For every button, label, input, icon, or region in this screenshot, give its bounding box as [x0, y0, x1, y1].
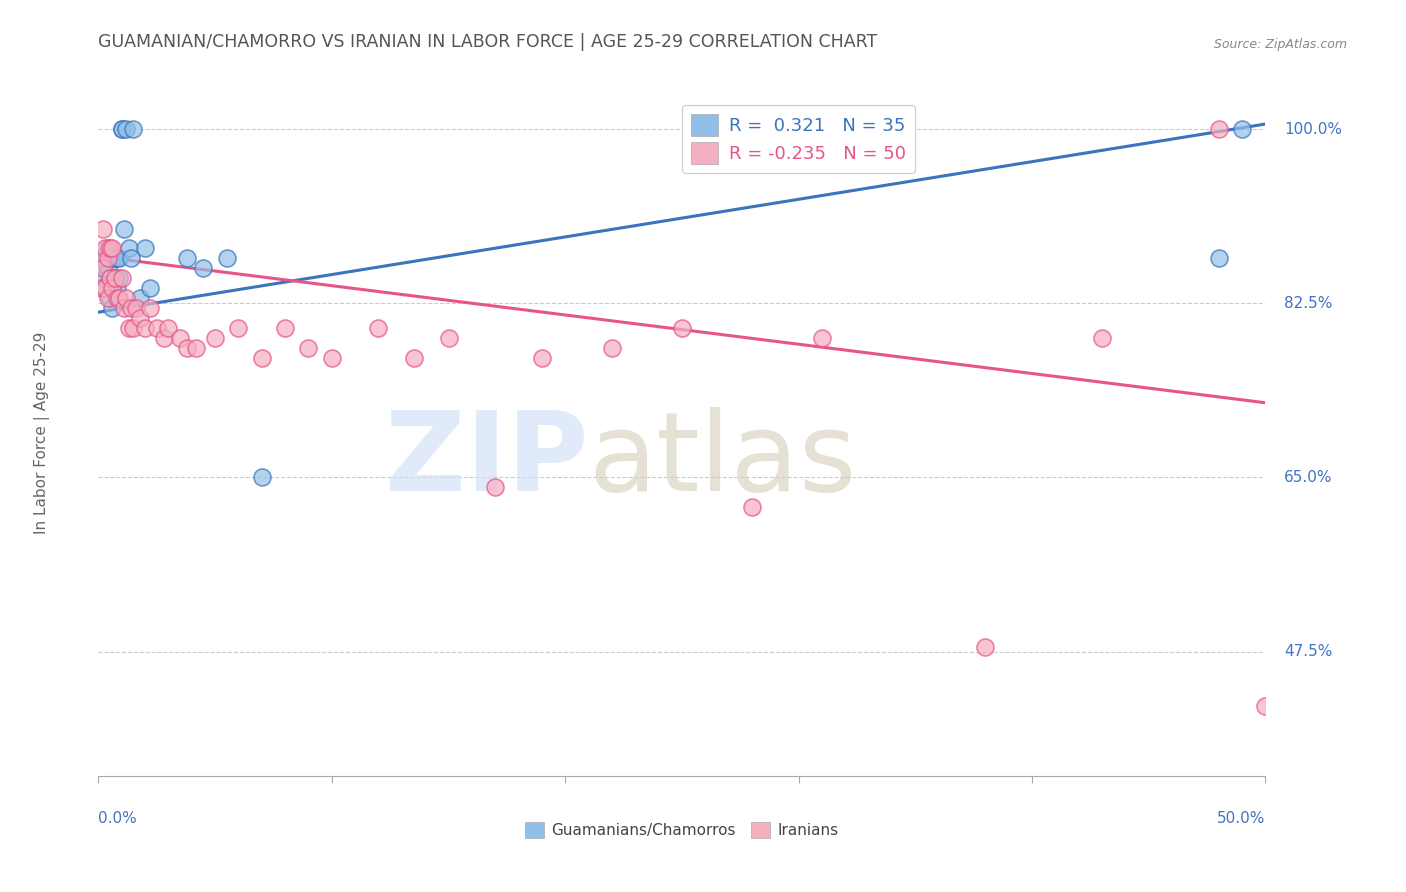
- Point: [108, 291, 131, 305]
- Point: [91, 221, 114, 235]
- Point: [90, 281, 112, 295]
- Point: [120, 301, 142, 316]
- Point: [118, 321, 141, 335]
- Point: [1254, 699, 1277, 714]
- Point: [97, 242, 120, 256]
- Point: [91, 261, 114, 276]
- Point: [146, 321, 169, 335]
- Point: [91, 261, 114, 276]
- Point: [94, 242, 117, 256]
- Point: [157, 321, 180, 335]
- Legend: Guamanians/Chamorros, Iranians: Guamanians/Chamorros, Iranians: [519, 816, 845, 844]
- Point: [228, 321, 250, 335]
- Text: In Labor Force | Age 25-29: In Labor Force | Age 25-29: [34, 332, 51, 533]
- Point: [250, 470, 273, 484]
- Point: [125, 301, 148, 316]
- Text: 65.0%: 65.0%: [1284, 470, 1333, 485]
- Point: [94, 281, 117, 295]
- Text: 100.0%: 100.0%: [1284, 121, 1343, 136]
- Point: [101, 301, 124, 316]
- Text: 0.0%: 0.0%: [98, 811, 138, 826]
- Point: [97, 261, 120, 276]
- Point: [98, 271, 121, 285]
- Point: [111, 122, 134, 136]
- Text: ZIP: ZIP: [385, 407, 589, 514]
- Point: [204, 331, 226, 345]
- Point: [741, 500, 763, 515]
- Point: [122, 321, 145, 335]
- Point: [104, 252, 127, 266]
- Point: [91, 281, 114, 295]
- Point: [297, 341, 319, 355]
- Point: [134, 242, 156, 256]
- Point: [321, 351, 343, 365]
- Point: [215, 252, 238, 266]
- Point: [120, 252, 142, 266]
- Point: [139, 301, 162, 316]
- Point: [1230, 122, 1253, 136]
- Point: [600, 341, 623, 355]
- Point: [1208, 252, 1230, 266]
- Point: [530, 351, 553, 365]
- Point: [437, 331, 460, 345]
- Point: [90, 252, 112, 266]
- Point: [139, 281, 162, 295]
- Point: [129, 311, 152, 326]
- Point: [111, 122, 134, 136]
- Text: atlas: atlas: [589, 407, 858, 514]
- Point: [105, 291, 128, 305]
- Point: [98, 291, 121, 305]
- Point: [97, 291, 120, 305]
- Point: [97, 252, 120, 266]
- Point: [105, 252, 128, 266]
- Point: [811, 331, 834, 345]
- Point: [112, 221, 135, 235]
- Point: [90, 252, 112, 266]
- Point: [367, 321, 389, 335]
- Point: [111, 271, 134, 285]
- Point: [105, 281, 128, 295]
- Text: GUAMANIAN/CHAMORRO VS IRANIAN IN LABOR FORCE | AGE 25-29 CORRELATION CHART: GUAMANIAN/CHAMORRO VS IRANIAN IN LABOR F…: [98, 33, 877, 52]
- Text: 50.0%: 50.0%: [1218, 811, 1265, 826]
- Point: [98, 252, 121, 266]
- Text: 47.5%: 47.5%: [1284, 644, 1333, 659]
- Point: [1208, 122, 1230, 136]
- Point: [176, 252, 198, 266]
- Point: [176, 341, 198, 355]
- Point: [98, 242, 121, 256]
- Point: [108, 271, 131, 285]
- Point: [118, 242, 141, 256]
- Point: [101, 252, 124, 266]
- Point: [152, 331, 174, 345]
- Point: [101, 281, 124, 295]
- Point: [115, 291, 138, 305]
- Point: [129, 291, 152, 305]
- Point: [671, 321, 693, 335]
- Point: [250, 351, 273, 365]
- Text: 82.5%: 82.5%: [1284, 296, 1333, 310]
- Point: [101, 281, 124, 295]
- Point: [193, 261, 215, 276]
- Point: [402, 351, 425, 365]
- Point: [112, 301, 135, 316]
- Point: [104, 271, 127, 285]
- Point: [104, 271, 127, 285]
- Point: [1091, 331, 1114, 345]
- Point: [274, 321, 297, 335]
- Text: Source: ZipAtlas.com: Source: ZipAtlas.com: [1215, 38, 1347, 52]
- Point: [101, 242, 124, 256]
- Point: [94, 252, 117, 266]
- Point: [169, 331, 191, 345]
- Point: [115, 122, 138, 136]
- Point: [134, 321, 156, 335]
- Point: [98, 271, 121, 285]
- Point: [186, 341, 208, 355]
- Point: [122, 122, 145, 136]
- Point: [108, 252, 131, 266]
- Point: [484, 480, 506, 494]
- Point: [94, 271, 117, 285]
- Point: [974, 640, 997, 654]
